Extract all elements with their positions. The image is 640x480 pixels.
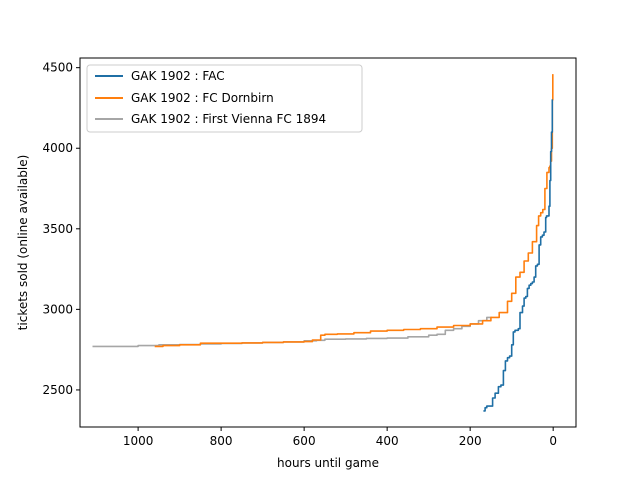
x-tick-label: 200 — [459, 434, 482, 448]
x-axis: 1000 800 600 400 200 0 — [123, 427, 557, 448]
y-tick-label: 4500 — [42, 61, 73, 75]
y-axis-label: tickets sold (online available) — [16, 155, 30, 331]
y-axis: 2500 3000 3500 4000 4500 — [42, 61, 80, 397]
y-tick-label: 2500 — [42, 383, 73, 397]
series-line-gak-1902-fc-dornbirn — [154, 74, 554, 348]
series-line-gak-1902-fac — [483, 99, 554, 412]
x-axis-label: hours until game — [277, 456, 379, 470]
x-tick-label: 800 — [210, 434, 233, 448]
x-tick-label: 400 — [376, 434, 399, 448]
y-tick-label: 3000 — [42, 302, 73, 316]
legend-label-fac: GAK 1902 : FAC — [131, 69, 225, 83]
legend: GAK 1902 : FAC GAK 1902 : FC Dornbirn GA… — [86, 64, 363, 133]
series-layer — [92, 74, 554, 412]
legend-box — [86, 64, 363, 133]
x-tick-label: 0 — [549, 434, 557, 448]
x-tick-label: 600 — [293, 434, 316, 448]
legend-label-fc-dornbirn: GAK 1902 : FC Dornbirn — [131, 91, 274, 105]
legend-label-first-vienna: GAK 1902 : First Vienna FC 1894 — [131, 112, 326, 126]
x-tick-label: 1000 — [123, 434, 154, 448]
y-tick-label: 3500 — [42, 222, 73, 236]
plot-frame — [79, 57, 577, 428]
y-tick-label: 4000 — [42, 141, 73, 155]
